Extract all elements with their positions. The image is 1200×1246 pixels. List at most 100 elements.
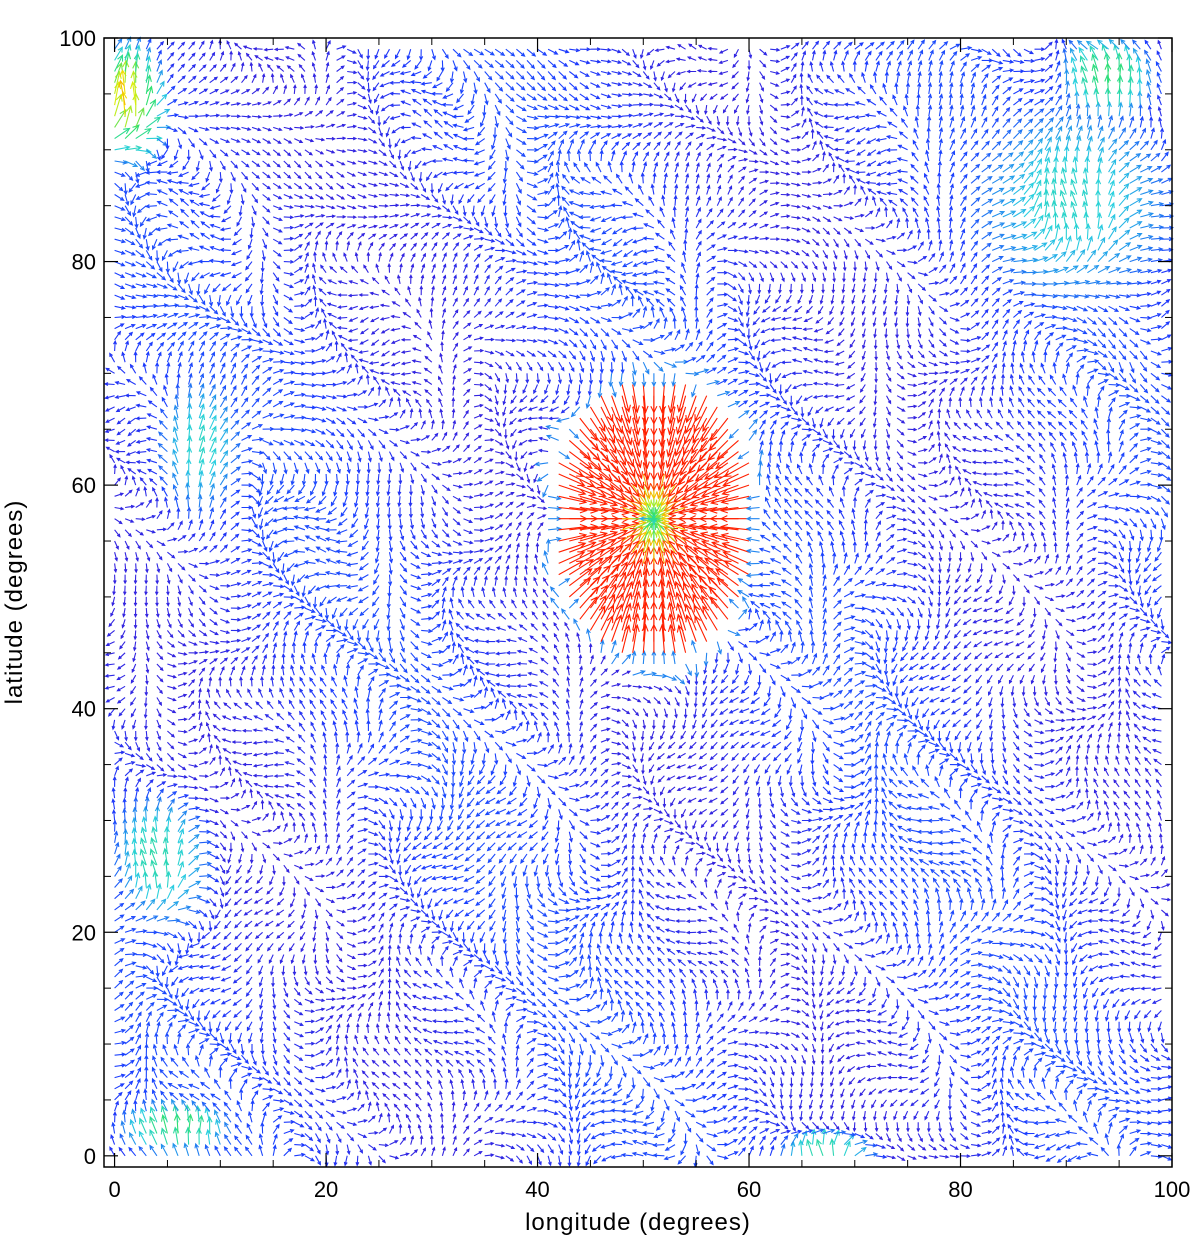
vector-arrow	[1147, 1021, 1152, 1033]
vector-arrow	[674, 1056, 682, 1067]
vector-arrow	[224, 1121, 232, 1134]
vector-arrow	[590, 1088, 602, 1095]
vector-arrow	[1083, 999, 1088, 1011]
vector-arrow	[960, 1110, 967, 1121]
vector-arrow	[877, 1088, 887, 1094]
vector-arrow	[674, 1071, 686, 1079]
vector-arrow	[343, 1155, 348, 1167]
vector-arrow	[1013, 1105, 1025, 1112]
vector-arrow	[367, 1101, 372, 1112]
vector-arrow	[621, 1128, 633, 1135]
vector-arrow	[383, 1047, 390, 1056]
vector-arrow	[918, 1155, 928, 1160]
vector-arrow	[455, 1059, 464, 1067]
vector-arrow	[177, 1083, 189, 1090]
vector-arrow	[791, 1009, 802, 1014]
vector-arrow	[181, 1099, 190, 1112]
vector-arrow	[1140, 1088, 1152, 1093]
vector-arrow	[283, 1043, 291, 1053]
vector-arrow	[505, 987, 518, 993]
vector-arrow	[845, 998, 855, 1003]
vector-arrow	[259, 987, 264, 999]
vector-arrow	[970, 1121, 982, 1127]
vector-arrow	[866, 1040, 877, 1045]
vector-arrow	[526, 1057, 534, 1067]
vector-arrow	[526, 1120, 538, 1125]
vector-arrow	[122, 1109, 127, 1123]
vector-arrow	[151, 1088, 158, 1101]
vector-arrow	[503, 1021, 508, 1033]
vector-arrow	[819, 1088, 824, 1099]
vector-arrow	[1124, 1010, 1131, 1021]
vector-arrow	[862, 1111, 867, 1121]
vector-arrow	[1062, 999, 1067, 1012]
vector-arrow	[928, 1021, 936, 1031]
vector-arrow	[547, 1133, 557, 1141]
vector-arrow	[885, 987, 890, 999]
vector-arrow	[364, 1034, 369, 1045]
vector-arrow	[928, 1144, 938, 1151]
vector-arrow	[344, 1034, 349, 1045]
vector-arrow	[347, 1107, 358, 1112]
vector-arrow	[304, 1110, 313, 1120]
vector-arrow	[579, 993, 591, 1000]
vector-arrow	[442, 1030, 454, 1035]
vector-arrow	[1130, 998, 1141, 1005]
vector-arrow	[717, 1049, 728, 1056]
vector-arrow	[445, 980, 454, 989]
vector-arrow	[621, 1140, 633, 1146]
vector-arrow	[335, 1034, 340, 1045]
vector-arrow	[395, 978, 401, 989]
vector-arrow	[294, 1043, 304, 1049]
vector-arrow	[346, 1133, 355, 1142]
vector-arrow	[160, 1105, 168, 1123]
vector-arrow	[568, 1144, 573, 1156]
vector-arrow	[1118, 1054, 1126, 1065]
vector-arrow	[432, 1029, 443, 1034]
vector-arrow	[685, 1122, 692, 1133]
vector-arrow	[283, 1088, 293, 1097]
vector-arrow	[971, 1087, 983, 1092]
vector-arrow	[516, 998, 528, 1004]
vector-arrow	[907, 1133, 913, 1143]
vector-arrow	[230, 1054, 242, 1061]
vector-arrow	[1118, 1133, 1125, 1145]
vector-arrow	[769, 1128, 781, 1135]
vector-arrow	[421, 1007, 432, 1012]
vector-arrow	[259, 1032, 264, 1044]
vector-arrow	[970, 1132, 982, 1138]
vector-arrow	[738, 1116, 748, 1123]
vector-arrow	[250, 1044, 254, 1056]
vector-arrow	[779, 1077, 784, 1088]
vector-arrow	[435, 1058, 443, 1067]
vector-arrow	[844, 1043, 855, 1047]
vector-arrow	[855, 1018, 866, 1023]
vector-arrow	[913, 1110, 919, 1121]
vector-arrow	[840, 1099, 845, 1110]
vector-arrow	[1033, 1065, 1038, 1078]
vector-arrow	[663, 1044, 669, 1056]
vector-arrow	[868, 1088, 877, 1096]
vector-arrow	[834, 1009, 845, 1015]
vector-arrow	[682, 999, 687, 1011]
vector-arrow	[1034, 1057, 1043, 1067]
vector-arrow	[949, 1005, 961, 1012]
vector-arrow	[283, 1054, 290, 1065]
vector-arrow	[1073, 1099, 1078, 1112]
vector-arrow	[1097, 1055, 1103, 1067]
vector-arrow	[620, 1009, 626, 1022]
vector-arrow	[188, 1010, 194, 1022]
vector-arrow	[386, 1112, 391, 1123]
vector-arrow	[826, 987, 835, 996]
vector-arrow	[505, 1132, 517, 1137]
vector-arrow	[811, 1021, 817, 1031]
vector-arrow	[1087, 1077, 1099, 1084]
vector-arrow	[114, 1040, 127, 1046]
vector-arrow	[315, 1038, 325, 1045]
vector-arrow	[1161, 1155, 1173, 1161]
vector-arrow	[368, 1144, 377, 1151]
vector-arrow	[1118, 1099, 1131, 1105]
vector-arrow	[124, 1080, 134, 1090]
